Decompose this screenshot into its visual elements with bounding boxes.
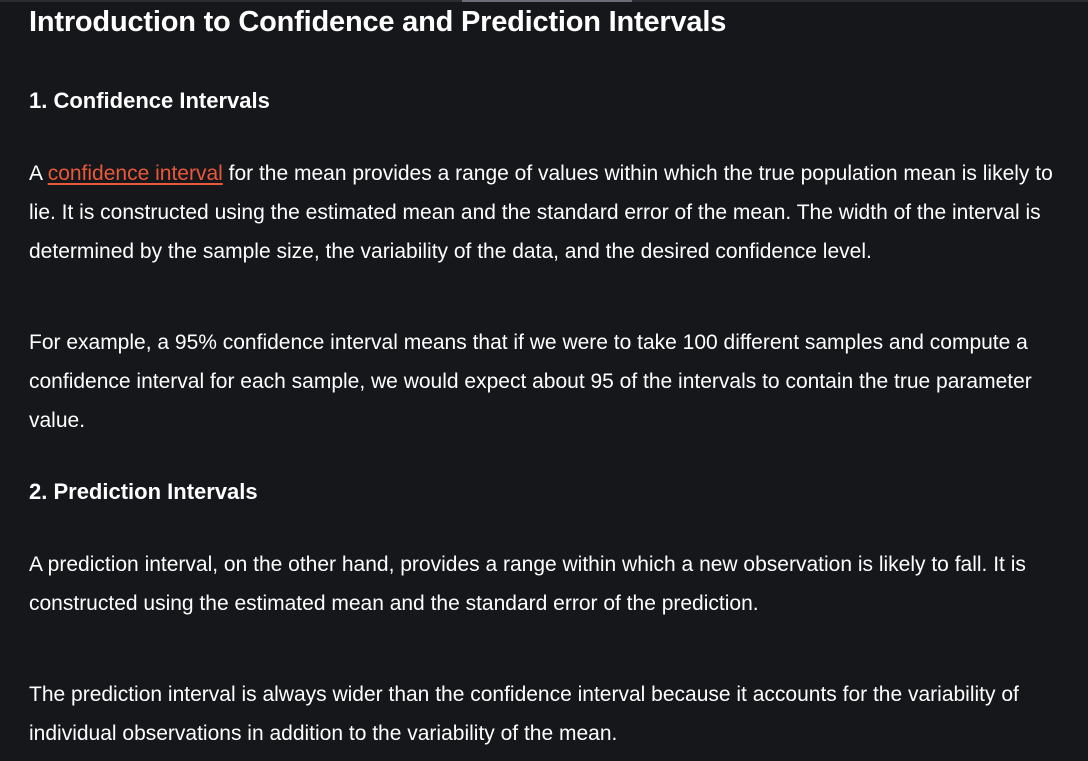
confidence-interval-example-paragraph: For example, a 95% confidence interval m… (29, 331, 1032, 432)
prediction-interval-paragraph: A prediction interval, on the other hand… (29, 553, 1026, 615)
paragraph-text-before-link: A (29, 162, 48, 185)
section-heading-confidence-intervals: 1. Confidence Intervals (29, 88, 270, 113)
paragraph-text-after-link: for the mean provides a range of values … (29, 162, 1053, 263)
page-title: Introduction to Confidence and Predictio… (29, 6, 727, 38)
confidence-interval-paragraph: A confidence interval for the mean provi… (29, 154, 1081, 271)
scroll-indicator (462, 0, 632, 2)
confidence-interval-link[interactable]: confidence interval (47, 162, 223, 185)
section-heading-prediction-intervals: 2. Prediction Intervals (29, 479, 258, 504)
prediction-interval-comparison-paragraph: The prediction interval is always wider … (29, 683, 1019, 745)
